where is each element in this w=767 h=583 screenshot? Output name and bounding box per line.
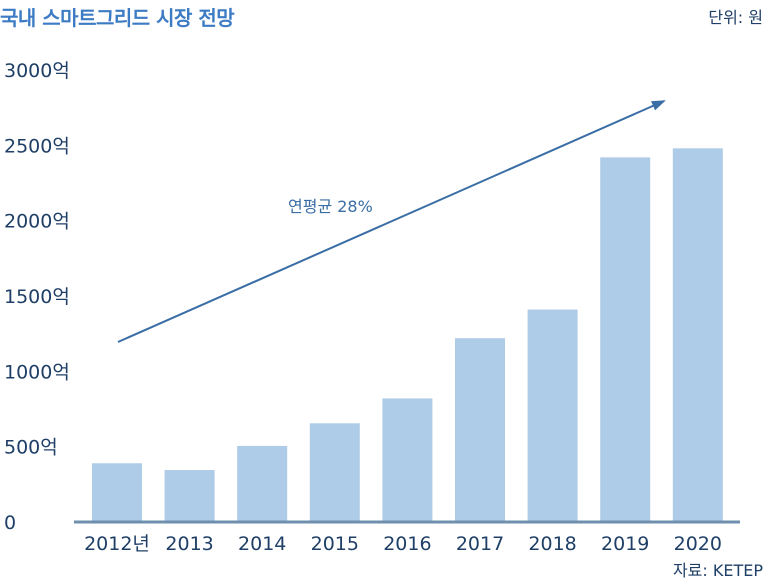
x-tick-label: 2014	[238, 533, 286, 555]
bar-2019	[600, 157, 651, 523]
bar-2018	[527, 309, 578, 522]
x-tick-label: 2019	[601, 533, 649, 555]
source-label: 자료: KETEP	[672, 561, 763, 580]
x-tick-label: 2012년	[84, 533, 150, 555]
chart-title: 국내 스마트그리드 시장 전망	[0, 6, 235, 30]
x-tick-label: 2015	[311, 533, 359, 555]
x-tick-label: 2016	[383, 533, 431, 555]
unit-label: 단위: 원	[708, 8, 763, 27]
trend-arrow	[117, 100, 666, 343]
bar-2012	[92, 463, 142, 522]
bar-2013	[164, 470, 215, 522]
y-tick-label: 3000억	[4, 60, 70, 82]
bar-2017	[455, 338, 505, 522]
y-tick-label: 0	[4, 512, 16, 534]
bar-2014	[237, 445, 288, 522]
x-tick-label: 2018	[528, 533, 576, 555]
y-tick-label: 1500억	[4, 286, 70, 308]
y-tick-label: 500억	[4, 437, 58, 459]
trend-annotation: 연평균 28%	[288, 197, 373, 216]
bar-2016	[382, 398, 433, 522]
x-tick-label: 2020	[674, 533, 722, 555]
x-tick-label: 2017	[456, 533, 504, 555]
y-tick-label: 1000억	[4, 361, 70, 383]
bar-2020	[672, 148, 723, 522]
bar-2015	[309, 423, 360, 522]
x-tick-label: 2013	[165, 533, 213, 555]
y-tick-label: 2500억	[4, 135, 70, 157]
y-tick-label: 2000억	[4, 211, 70, 233]
